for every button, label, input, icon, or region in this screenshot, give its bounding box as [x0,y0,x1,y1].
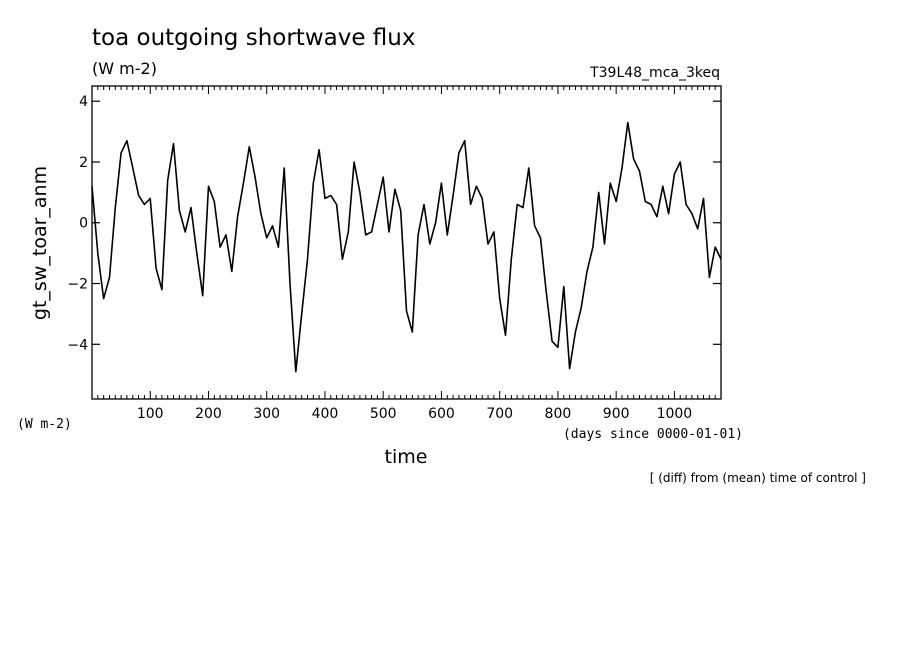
case-label: T39L48_mca_3keq [589,65,720,81]
x-tick-label: 900 [603,406,630,422]
x-axis-unit: (days since 0000-01-01) [563,427,743,442]
chart-title: toa outgoing shortwave flux [92,25,415,51]
x-tick-label: 600 [428,406,455,422]
y-tick-label: 4 [79,94,88,110]
x-tick-label: 300 [253,406,280,422]
x-tick-label: 200 [195,406,222,422]
chart-subtitle: (W m-2) [92,59,157,78]
x-tick-label: 1000 [657,406,693,422]
y-tick-label: 0 [79,216,88,232]
y-axis-label: gt_sw_toar_anm [29,166,51,320]
y-tick-label: −4 [67,337,88,353]
x-tick-label: 700 [486,406,513,422]
footnote: [ (diff) from (mean) time of control ] [650,471,866,485]
x-tick-label: 100 [137,406,164,422]
y-axis-ticks: 4 2 0 −2 −4 [67,94,721,353]
x-tick-label: 500 [370,406,397,422]
y-tick-label: 2 [79,155,88,171]
y-axis-unit: (W m-2) [17,417,72,432]
x-tick-label: 400 [312,406,339,422]
x-axis-ticks: 100 200 300 400 500 600 700 800 900 1000 [97,86,716,422]
series-line [91,121,722,373]
x-tick-label: 800 [545,406,572,422]
x-axis-label: time [385,446,428,468]
y-tick-label: −2 [67,277,88,293]
